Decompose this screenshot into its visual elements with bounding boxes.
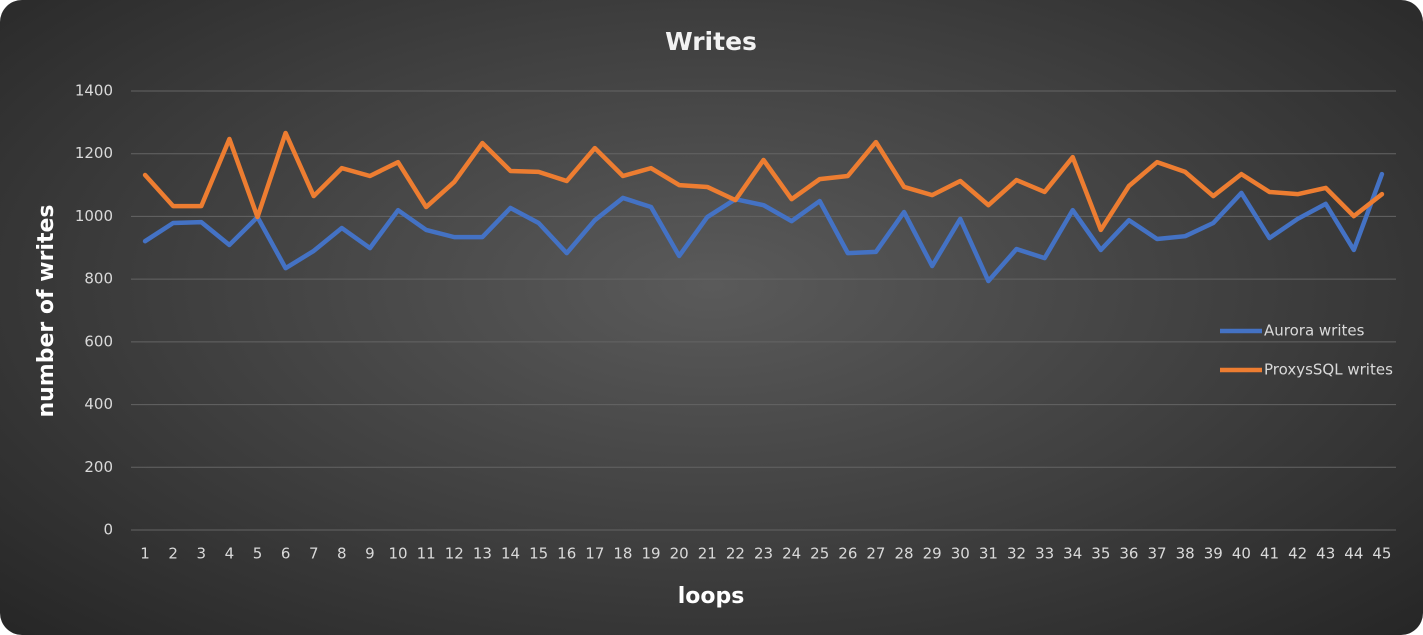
x-tick-label: 22 [726, 545, 745, 563]
x-tick-label: 34 [1063, 545, 1082, 563]
x-tick-label: 13 [473, 545, 492, 563]
x-tick-label: 25 [810, 545, 829, 563]
x-tick-label: 33 [1035, 545, 1054, 563]
x-tick-label: 44 [1344, 545, 1363, 563]
x-tick-label: 6 [281, 545, 291, 563]
x-tick-label: 24 [782, 545, 801, 563]
x-tick-label: 19 [642, 545, 661, 563]
x-tick-label: 26 [838, 545, 857, 563]
y-tick-label: 0 [103, 521, 113, 539]
y-tick-label: 1000 [75, 207, 113, 225]
x-tick-label: 38 [1176, 545, 1195, 563]
x-tick-label: 4 [225, 545, 235, 563]
x-tick-label: 14 [501, 545, 520, 563]
legend-label: Aurora writes [1264, 322, 1365, 340]
y-tick-label: 600 [84, 332, 113, 350]
x-tick-label: 28 [895, 545, 914, 563]
y-tick-label: 200 [84, 458, 113, 476]
x-tick-label: 37 [1148, 545, 1167, 563]
x-tick-label: 42 [1288, 545, 1307, 563]
x-tick-label: 27 [866, 545, 885, 563]
x-tick-label: 3 [197, 545, 207, 563]
y-axis-title: number of writes [34, 204, 59, 417]
x-tick-label: 7 [309, 545, 319, 563]
x-tick-label: 16 [557, 545, 576, 563]
chart-title: Writes [665, 27, 757, 56]
y-tick-label: 400 [84, 395, 113, 413]
x-tick-label: 15 [529, 545, 548, 563]
x-tick-label: 2 [168, 545, 178, 563]
x-tick-label: 43 [1316, 545, 1335, 563]
x-tick-label: 8 [337, 545, 347, 563]
x-tick-label: 21 [698, 545, 717, 563]
x-tick-label: 10 [389, 545, 408, 563]
x-tick-label: 9 [365, 545, 375, 563]
x-tick-label: 31 [979, 545, 998, 563]
x-tick-label: 11 [417, 545, 436, 563]
y-tick-label: 1200 [75, 144, 113, 162]
x-tick-label: 5 [253, 545, 263, 563]
x-axis-title: loops [678, 584, 745, 609]
y-tick-label: 800 [84, 270, 113, 288]
data-line [142, 171, 1385, 284]
x-tick-label: 35 [1091, 545, 1110, 563]
x-tick-label: 1 [140, 545, 150, 563]
x-tick-label: 32 [1007, 545, 1026, 563]
x-tick-label: 40 [1232, 545, 1251, 563]
x-tick-label: 30 [951, 545, 970, 563]
x-tick-label: 41 [1260, 545, 1279, 563]
x-tick-label: 18 [613, 545, 632, 563]
x-tick-label: 39 [1204, 545, 1223, 563]
x-tick-label: 29 [923, 545, 942, 563]
x-tick-label: 23 [754, 545, 773, 563]
x-tick-label: 12 [445, 545, 464, 563]
x-tick-label: 36 [1119, 545, 1138, 563]
y-tick-label: 1400 [75, 82, 113, 100]
legend-label: ProxysSQL writes [1264, 361, 1393, 379]
x-tick-label: 45 [1372, 545, 1391, 563]
x-tick-label: 20 [670, 545, 689, 563]
data-line [142, 130, 1385, 233]
x-tick-label: 17 [585, 545, 604, 563]
